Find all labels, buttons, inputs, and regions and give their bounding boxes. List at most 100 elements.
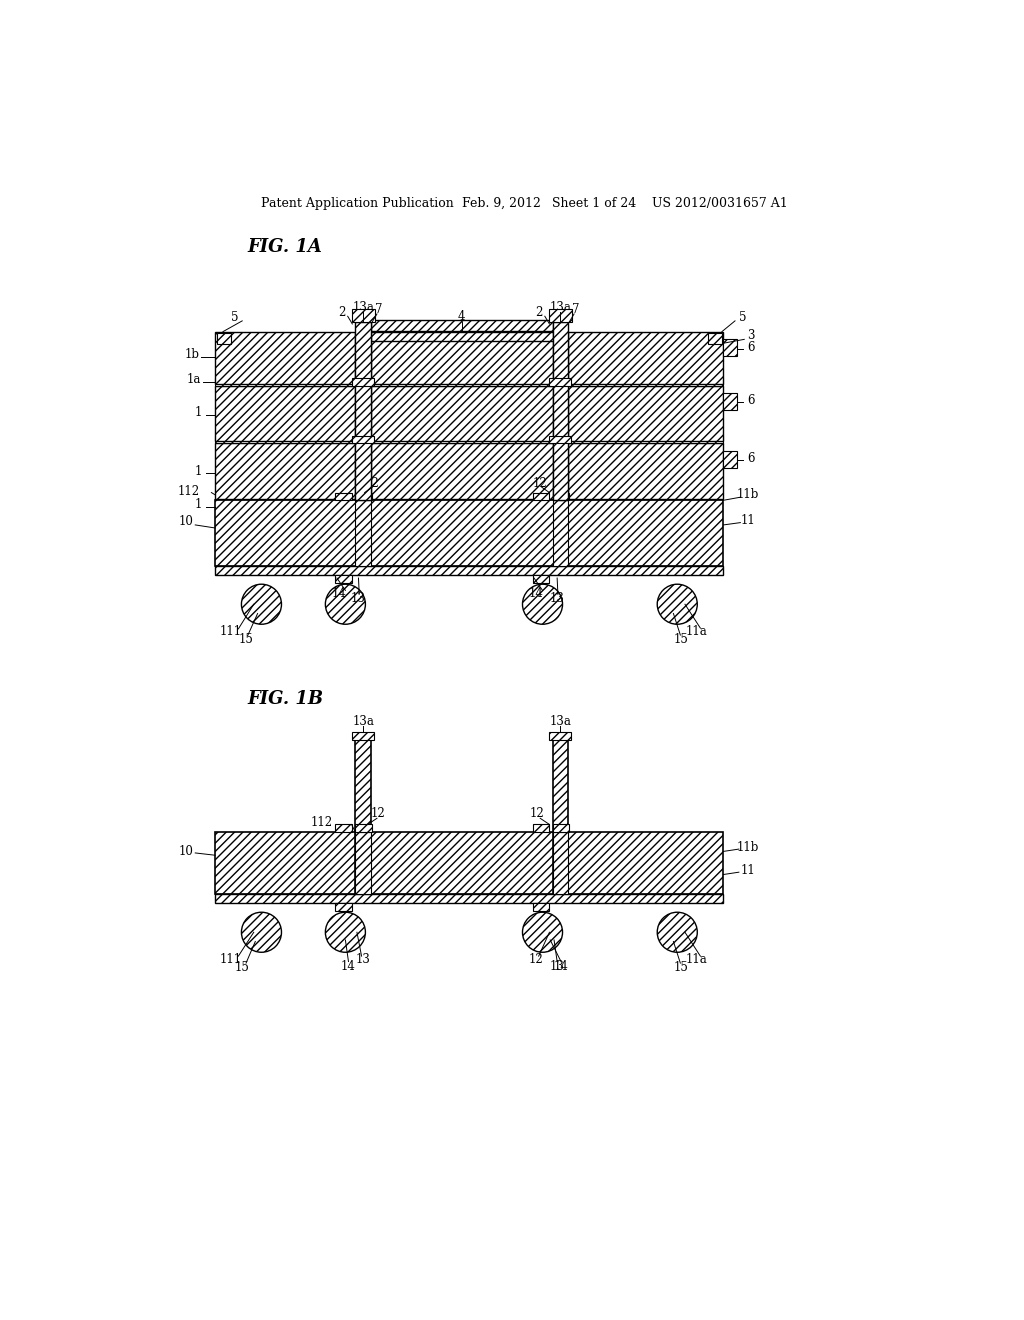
- Text: 15: 15: [239, 634, 254, 647]
- Bar: [215, 436, 355, 444]
- Text: 5: 5: [739, 312, 746, 325]
- Text: 13a: 13a: [352, 301, 374, 314]
- Bar: [355, 322, 371, 500]
- Text: 14: 14: [341, 960, 356, 973]
- Text: 15: 15: [234, 961, 250, 974]
- Circle shape: [326, 585, 366, 624]
- Bar: [550, 378, 571, 385]
- Bar: [553, 832, 568, 894]
- Bar: [217, 333, 230, 345]
- Bar: [553, 825, 569, 832]
- Text: 6: 6: [748, 453, 755, 465]
- Bar: [336, 576, 352, 582]
- Bar: [336, 903, 352, 911]
- Text: 13: 13: [550, 591, 564, 605]
- Text: 13a: 13a: [352, 714, 374, 727]
- Text: 11b: 11b: [737, 841, 759, 854]
- Text: 111: 111: [219, 953, 242, 966]
- Text: 7: 7: [571, 302, 580, 315]
- Bar: [352, 436, 374, 444]
- Bar: [553, 739, 568, 832]
- Bar: [215, 378, 355, 385]
- Text: US 2012/0031657 A1: US 2012/0031657 A1: [652, 197, 787, 210]
- Text: 2: 2: [535, 306, 543, 319]
- Text: 11: 11: [740, 513, 756, 527]
- Circle shape: [522, 585, 562, 624]
- Circle shape: [522, 912, 562, 952]
- Text: 12: 12: [371, 807, 386, 820]
- Text: 3: 3: [746, 329, 754, 342]
- Bar: [724, 451, 737, 469]
- Bar: [568, 832, 724, 894]
- Bar: [336, 825, 352, 832]
- Text: 112: 112: [310, 816, 333, 829]
- Bar: [215, 894, 724, 903]
- Bar: [553, 500, 568, 566]
- Bar: [568, 378, 724, 385]
- Text: Patent Application Publication: Patent Application Publication: [261, 197, 455, 210]
- Text: 13: 13: [550, 960, 564, 973]
- Bar: [352, 378, 374, 385]
- Bar: [215, 444, 355, 499]
- Bar: [532, 492, 550, 500]
- Bar: [371, 385, 553, 441]
- Bar: [553, 492, 569, 500]
- Bar: [355, 825, 373, 832]
- Text: 15: 15: [674, 961, 688, 974]
- Bar: [708, 333, 722, 345]
- Bar: [215, 500, 724, 566]
- Text: 10: 10: [178, 845, 194, 858]
- Bar: [371, 378, 553, 385]
- Text: 13a: 13a: [549, 301, 571, 314]
- Text: 112: 112: [178, 484, 200, 498]
- Text: 6: 6: [748, 395, 755, 408]
- Text: 1: 1: [195, 465, 202, 478]
- Bar: [371, 832, 553, 894]
- Bar: [351, 309, 375, 322]
- Bar: [724, 339, 737, 356]
- Text: 14: 14: [332, 587, 347, 601]
- Circle shape: [242, 585, 282, 624]
- Text: 12: 12: [365, 477, 380, 490]
- Bar: [568, 385, 724, 441]
- Bar: [352, 733, 374, 739]
- Text: 10: 10: [178, 515, 194, 528]
- Text: 15: 15: [674, 634, 688, 647]
- Bar: [550, 436, 571, 444]
- Text: 11a: 11a: [686, 626, 708, 639]
- Circle shape: [657, 585, 697, 624]
- Bar: [724, 393, 737, 411]
- Bar: [371, 331, 553, 341]
- Bar: [336, 492, 352, 500]
- Bar: [355, 739, 371, 832]
- Text: Sheet 1 of 24: Sheet 1 of 24: [552, 197, 636, 210]
- Bar: [215, 385, 355, 441]
- Bar: [550, 733, 571, 739]
- Text: 13: 13: [355, 953, 371, 966]
- Text: Feb. 9, 2012: Feb. 9, 2012: [462, 197, 541, 210]
- Text: 1a: 1a: [186, 372, 201, 385]
- Text: 1: 1: [195, 407, 202, 418]
- Bar: [568, 444, 724, 499]
- Bar: [355, 500, 371, 566]
- Text: 11b: 11b: [737, 488, 759, 502]
- Bar: [355, 492, 373, 500]
- Text: 13a: 13a: [549, 714, 571, 727]
- Bar: [355, 832, 371, 894]
- Bar: [371, 321, 553, 331]
- Text: 14: 14: [554, 960, 568, 973]
- Bar: [553, 322, 568, 500]
- Text: 12: 12: [529, 807, 545, 820]
- Circle shape: [242, 912, 282, 952]
- Text: 13: 13: [351, 591, 366, 605]
- Bar: [215, 832, 355, 894]
- Text: 4: 4: [458, 310, 466, 323]
- Bar: [215, 566, 724, 576]
- Text: FIG. 1A: FIG. 1A: [248, 238, 323, 256]
- Bar: [568, 331, 724, 384]
- Bar: [371, 444, 553, 499]
- Text: 12: 12: [528, 953, 543, 966]
- Bar: [371, 436, 553, 444]
- Text: 11a: 11a: [686, 953, 708, 966]
- Bar: [532, 825, 550, 832]
